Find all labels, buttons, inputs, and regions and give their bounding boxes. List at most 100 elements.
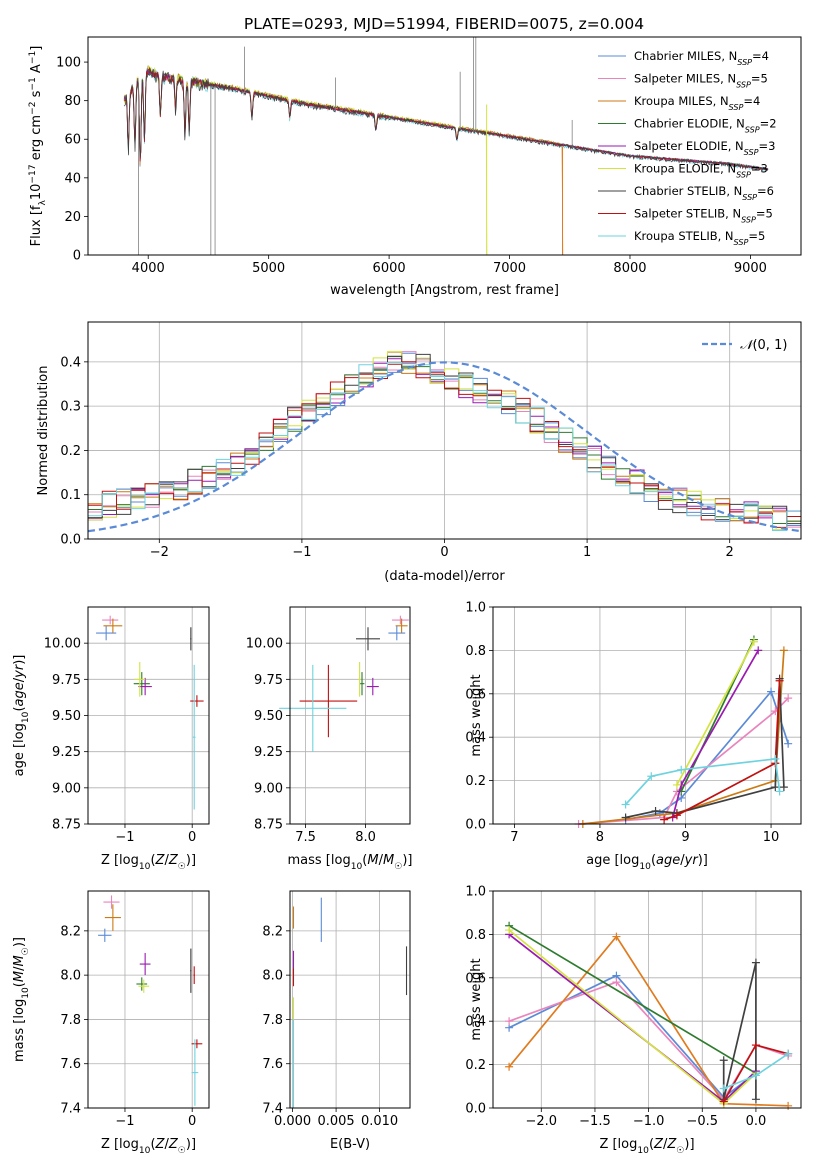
panel-weight_vs_Z: −2.0 −1.5 −1.0 −0.5 0.0 0.0 0.2 0.4 0.6 0.8 1.0 Z […	[465, 885, 802, 1156]
y-tick-label: 0.4	[465, 731, 486, 746]
x-tick-label: 2	[726, 545, 734, 560]
legend: 𝒩(0, 1)	[702, 338, 787, 353]
legend-entry: Chabrier ELODIE, NSSP=2	[634, 117, 777, 135]
data-point	[190, 695, 204, 707]
x-axis-label: Z [log10(Z/Z☉)]	[101, 1137, 196, 1156]
y-tick-label: 9.50	[52, 709, 81, 724]
plot-area	[87, 351, 802, 533]
weight-series	[660, 676, 784, 824]
legend-entry: Chabrier STELIB, NSSP=6	[634, 184, 774, 202]
weight-line	[508, 935, 789, 1107]
plot-area	[505, 921, 793, 1110]
y-tick-label: 0.3	[60, 400, 81, 415]
y-tick-label: 0.2	[465, 1058, 486, 1073]
legend-entry: Kroupa ELODIE, NSSP=3	[634, 162, 768, 180]
y-tick-label: 100	[56, 56, 81, 71]
y-axis-label: Flux [fλ10−17 erg cm−2 s−1 A−1]	[28, 46, 48, 247]
weight-series	[719, 1049, 793, 1093]
y-tick-label: 0.4	[465, 1015, 486, 1030]
x-tick-label: 8000	[613, 261, 646, 276]
x-tick-label: −1	[292, 545, 311, 560]
panel-age_vs_mass: 7.5 8.0 8.75 9.00 9.25 9.50 9.75 10.00 mass [log…	[246, 606, 413, 872]
weight-line	[624, 757, 781, 806]
y-tick-label: 10.00	[246, 637, 283, 652]
y-tick-label: 9.25	[254, 745, 283, 760]
data-point	[358, 661, 361, 697]
axes-frame	[87, 36, 802, 256]
weight-marker	[672, 811, 681, 820]
x-tick-label: −2	[150, 545, 169, 560]
weight-line	[663, 680, 781, 821]
data-point	[98, 928, 112, 942]
y-axis-label: mass [log10(M/M☉)]	[12, 937, 31, 1062]
data-point	[190, 627, 192, 651]
x-tick-label: −0.5	[686, 1114, 718, 1129]
weight-marker	[621, 813, 630, 822]
y-tick-label: 0.8	[465, 928, 486, 943]
x-tick-label: 8	[596, 830, 604, 845]
weight-marker	[784, 739, 793, 748]
data-point	[103, 895, 120, 909]
weight-marker	[775, 676, 784, 685]
weight-marker	[767, 687, 776, 696]
weight-marker	[505, 926, 514, 935]
y-tick-label: 0.4	[60, 355, 81, 370]
legend: Chabrier MILES, NSSP=4 Salpeter MILES, NS…	[598, 49, 777, 247]
y-tick-label: 0.8	[465, 644, 486, 659]
y-tick-label: 8.0	[60, 969, 81, 984]
panel-age_vs_Z: −1 0 8.75 9.00 9.25 9.50 9.75 10.00 Z [log10(Z/Z…	[12, 606, 210, 872]
y-tick-label: 1.0	[465, 885, 486, 900]
weight-marker	[651, 806, 660, 815]
weight-marker	[754, 646, 763, 655]
x-tick-label: −1.0	[633, 1114, 665, 1129]
weight-series	[621, 674, 788, 822]
y-axis-label: age [log10(age/yr)]	[12, 655, 31, 777]
weight-line	[508, 924, 757, 1075]
figure-title: PLATE=0293, MJD=51994, FIBERID=0075, z=0…	[244, 15, 644, 33]
data-point	[192, 664, 196, 810]
x-tick-label: 0.010	[361, 1114, 398, 1129]
data-point	[356, 627, 380, 651]
axes-frame	[289, 890, 411, 1109]
data-point	[190, 948, 192, 993]
data-point	[139, 953, 151, 976]
x-tick-label: 9000	[734, 261, 767, 276]
weight-marker	[612, 978, 621, 987]
y-tick-label: 9.00	[254, 781, 283, 796]
weight-marker	[612, 932, 621, 941]
y-tick-label: 60	[64, 133, 81, 148]
x-tick-label: −1.5	[579, 1114, 611, 1129]
weight-line	[508, 929, 757, 1105]
x-tick-label: 0	[440, 545, 448, 560]
y-tick-label: 7.4	[262, 1102, 283, 1117]
weight-marker	[719, 1056, 728, 1065]
gaussian-curve	[87, 361, 802, 533]
weight-marker	[647, 772, 656, 781]
weight-marker	[751, 1095, 760, 1104]
weight-marker	[751, 958, 760, 967]
weight-series	[672, 637, 758, 789]
data-point	[133, 672, 150, 696]
y-tick-label: 8.75	[254, 818, 283, 833]
y-tick-label: 7.6	[262, 1057, 283, 1072]
x-axis-label: E(B-V)	[330, 1137, 370, 1152]
y-tick-label: 0.1	[60, 488, 81, 503]
weight-marker	[677, 765, 686, 774]
weight-marker	[621, 800, 630, 809]
x-tick-label: −1	[115, 1114, 134, 1129]
data-point	[359, 672, 365, 696]
x-axis-label: age [log10(age/yr)]	[586, 853, 708, 872]
weight-marker	[660, 815, 669, 824]
y-tick-label: 7.8	[262, 1013, 283, 1028]
weight-series	[621, 754, 784, 809]
legend-entry: Kroupa MILES, NSSP=4	[634, 94, 760, 112]
plot-area	[279, 615, 409, 752]
data-point	[134, 661, 146, 697]
legend-entry: Salpeter STELIB, NSSP=5	[634, 207, 773, 225]
y-tick-label: 7.4	[60, 1102, 81, 1117]
weight-series	[505, 921, 760, 1078]
x-tick-label: 7.5	[295, 830, 316, 845]
data-point	[191, 1039, 203, 1049]
x-tick-label: 7	[510, 830, 518, 845]
